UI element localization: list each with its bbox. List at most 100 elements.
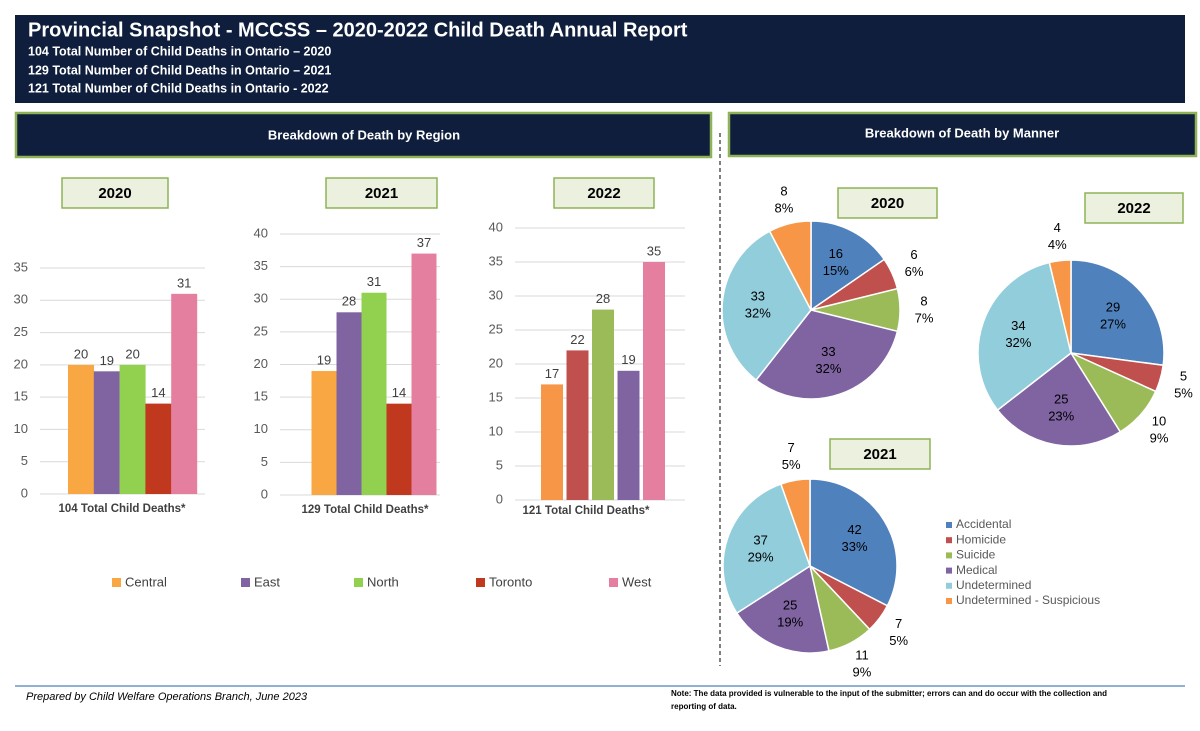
data-label: 33	[751, 289, 765, 304]
pie-slice	[779, 478, 811, 567]
y-tick-label: 15	[254, 389, 268, 404]
legend-swatch	[476, 578, 485, 587]
y-tick-label: 35	[254, 258, 268, 273]
data-label: 34	[1011, 318, 1025, 333]
data-label: 42	[847, 522, 861, 537]
y-tick-label: 20	[489, 355, 503, 370]
header-line: 104 Total Number of Child Deaths in Onta…	[28, 44, 331, 58]
y-tick-label: 10	[14, 421, 28, 436]
year-box	[325, 177, 438, 209]
legend-swatch	[946, 537, 952, 544]
panel-title: Breakdown of Death by Region	[268, 127, 460, 142]
y-tick-label: 10	[254, 421, 268, 436]
x-axis-label: 104 Total Child Deaths*	[59, 503, 186, 515]
pie-slice	[809, 478, 898, 607]
legend-label: Undetermined	[956, 578, 1031, 592]
data-label: 20	[125, 346, 139, 361]
y-tick-label: 40	[254, 225, 268, 240]
percent-label: 5%	[889, 633, 908, 648]
data-label: 14	[392, 385, 406, 400]
percent-label: 5%	[1174, 386, 1193, 401]
data-label: 22	[570, 332, 584, 347]
percent-label: 5%	[782, 457, 801, 472]
legend-label: Suicide	[956, 548, 996, 562]
data-label: 19	[100, 353, 114, 368]
data-label: 17	[545, 366, 559, 381]
pie-slice	[768, 220, 812, 311]
y-tick-label: 0	[21, 485, 28, 500]
footer-note: Note: The data provided is vulnerable to…	[671, 689, 1107, 698]
data-label: 14	[151, 385, 165, 400]
y-tick-label: 20	[14, 356, 28, 371]
y-tick-label: 0	[496, 491, 503, 506]
percent-label: 32%	[1005, 335, 1031, 350]
y-tick-label: 10	[489, 423, 503, 438]
footer-prepared: Prepared by Child Welfare Operations Bra…	[26, 691, 308, 703]
panel-header	[727, 111, 1198, 158]
percent-label: 9%	[853, 665, 872, 680]
pie-slice	[996, 351, 1122, 447]
bar	[592, 309, 614, 500]
y-tick-label: 5	[21, 453, 28, 468]
legend-label: Homicide	[956, 532, 1006, 546]
data-label: 10	[1152, 414, 1166, 429]
chart-title: 2020	[98, 185, 131, 202]
bar	[93, 371, 120, 494]
bar	[361, 292, 387, 495]
panel-header	[14, 111, 713, 159]
data-label: 20	[74, 346, 88, 361]
legend-label: Toronto	[489, 574, 532, 589]
legend-swatch	[946, 582, 952, 589]
data-label: 19	[317, 352, 331, 367]
y-tick-label: 25	[489, 321, 503, 336]
legend-label: Accidental	[956, 517, 1011, 531]
percent-label: 9%	[1150, 431, 1169, 446]
data-label: 37	[417, 235, 431, 250]
footer-note: reporting of data.	[671, 702, 737, 711]
y-tick-label: 30	[254, 291, 268, 306]
bar	[617, 370, 640, 500]
legend-swatch	[946, 552, 952, 559]
pie-slice	[1070, 259, 1165, 367]
bar	[643, 262, 665, 500]
legend-label: East	[254, 574, 280, 589]
legend-swatch	[112, 578, 121, 587]
percent-label: 19%	[777, 615, 803, 630]
percent-label: 23%	[1048, 408, 1074, 423]
bar	[68, 364, 94, 494]
data-label: 8	[780, 184, 787, 199]
header-line: 129 Total Number of Child Deaths in Onta…	[28, 63, 331, 77]
bar	[566, 350, 589, 500]
chart-title: 2021	[365, 185, 398, 202]
year-box	[61, 177, 169, 209]
legend-swatch	[946, 522, 952, 528]
header-band	[15, 15, 1185, 103]
legend-label: West	[622, 574, 652, 589]
bar	[541, 384, 563, 500]
x-axis-label: 129 Total Child Deaths*	[302, 504, 429, 516]
data-label: 19	[621, 352, 635, 367]
data-label: 35	[647, 243, 661, 258]
data-label: 6	[910, 247, 917, 262]
data-label: 28	[342, 294, 356, 309]
data-label: 8	[920, 293, 927, 308]
percent-label: 15%	[823, 263, 849, 278]
bar	[145, 403, 172, 494]
pie-slice	[735, 564, 830, 654]
bar	[411, 253, 437, 495]
year-box	[829, 438, 931, 470]
y-tick-label: 15	[489, 389, 503, 404]
data-label: 31	[367, 274, 381, 289]
bar	[119, 364, 146, 494]
data-label: 11	[855, 648, 869, 663]
year-box	[1084, 192, 1184, 224]
legend-label: Undetermined - Suspicious	[956, 593, 1100, 607]
data-label: 33	[821, 344, 835, 359]
percent-label: 32%	[745, 306, 771, 321]
percent-label: 7%	[915, 310, 934, 325]
pie-slice	[1048, 259, 1072, 354]
percent-label: 32%	[815, 361, 841, 376]
percent-label: 29%	[748, 550, 774, 565]
